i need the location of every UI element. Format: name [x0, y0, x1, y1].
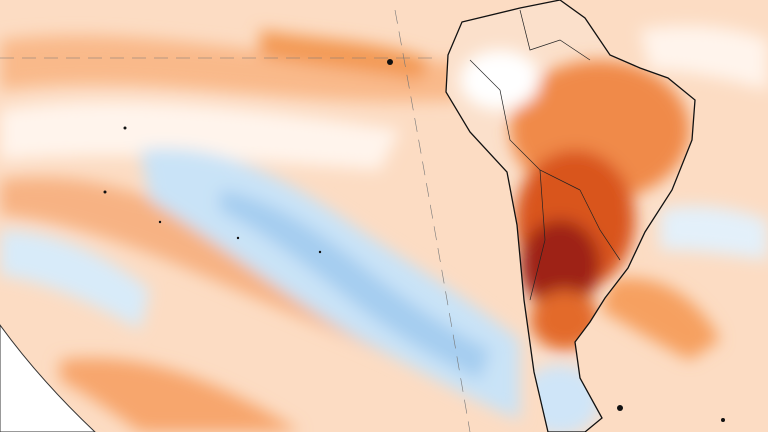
warm-core — [260, 30, 430, 80]
border — [519, 9, 591, 61]
island — [103, 190, 107, 194]
neutral-atlantic — [640, 25, 768, 90]
coastline — [445, 0, 696, 432]
borders — [469, 9, 621, 301]
island — [158, 220, 162, 224]
warm-atlantic — [600, 278, 720, 360]
island — [236, 236, 240, 240]
ocean-anomaly-fields — [0, 25, 768, 432]
islands — [103, 59, 725, 422]
graticule — [0, 9, 471, 432]
island — [387, 59, 393, 65]
cool-atlantic — [660, 205, 768, 260]
hot-core — [520, 220, 600, 310]
border — [469, 59, 581, 191]
cool-band-west — [0, 230, 150, 330]
island — [721, 418, 725, 422]
island — [617, 405, 623, 411]
border — [529, 169, 546, 301]
warm-band — [0, 35, 460, 102]
island — [318, 250, 322, 254]
border — [579, 189, 621, 261]
cool-core — [220, 190, 490, 380]
warm-band-south — [60, 358, 300, 432]
meridian — [394, 9, 471, 432]
neutral-area — [460, 50, 540, 110]
neutral-band — [0, 101, 400, 170]
warm-band-2 — [0, 177, 420, 360]
island — [123, 126, 127, 130]
